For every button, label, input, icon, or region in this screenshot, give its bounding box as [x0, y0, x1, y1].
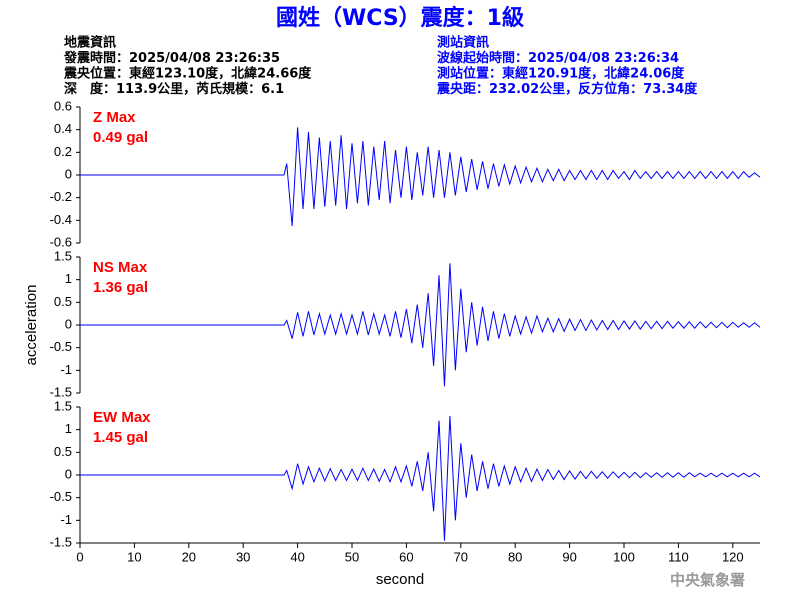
- x-tick-label: 120: [722, 549, 744, 564]
- y-tick-label: -0.4: [50, 212, 72, 227]
- y-tick-label: 1: [65, 421, 72, 436]
- y-tick-label: -0.5: [50, 339, 72, 354]
- x-tick-label: 20: [182, 549, 196, 564]
- max-annotation: 0.49 gal: [93, 129, 148, 146]
- max-annotation: EW Max: [93, 409, 151, 426]
- waveform: [80, 127, 761, 227]
- waveform: [80, 416, 761, 541]
- x-tick-label: 100: [613, 549, 635, 564]
- y-tick-label: 1.5: [54, 248, 72, 263]
- x-tick-label: 110: [668, 549, 689, 564]
- info-left: 深 度：113.9公里，芮氏規模：6.1: [64, 81, 284, 97]
- max-annotation: NS Max: [93, 259, 148, 276]
- info-left: 震央位置：東經123.10度，北緯24.66度: [63, 66, 312, 82]
- y-tick-label: 0.5: [54, 294, 72, 309]
- waveform: [80, 263, 761, 387]
- max-annotation: 1.45 gal: [93, 429, 148, 446]
- y-tick-label: 1.5: [54, 398, 72, 413]
- max-annotation: Z Max: [93, 109, 136, 126]
- y-tick-label: 0: [65, 466, 72, 481]
- y-tick-label: -0.5: [50, 489, 72, 504]
- x-tick-label: 60: [399, 549, 413, 564]
- y-tick-label: 0.2: [54, 144, 72, 159]
- x-tick-label: 40: [290, 549, 304, 564]
- x-tick-label: 80: [508, 549, 522, 564]
- x-axis-label: second: [376, 571, 424, 588]
- info-right: 波線起始時間：2025/04/08 23:26:34: [437, 50, 679, 66]
- title: 國姓（WCS）震度：1級: [276, 5, 524, 31]
- footer: 中央氣象署: [670, 571, 745, 589]
- y-tick-label: 0: [65, 316, 72, 331]
- info-right: 測站位置：東經120.91度，北緯24.06度: [437, 66, 685, 82]
- x-tick-label: 50: [345, 549, 359, 564]
- info-right: 測站資訊: [437, 35, 489, 51]
- y-tick-label: -1: [60, 362, 72, 377]
- info-left: 發震時間：2025/04/08 23:26:35: [63, 50, 280, 66]
- y-axis-label: acceleration: [23, 285, 40, 366]
- x-tick-label: 30: [236, 549, 250, 564]
- max-annotation: 1.36 gal: [93, 279, 148, 296]
- x-tick-label: 70: [454, 549, 468, 564]
- y-tick-label: 0.6: [54, 98, 72, 113]
- y-tick-label: -0.2: [50, 189, 72, 204]
- y-tick-label: -0.6: [50, 234, 72, 249]
- y-tick-label: 0.4: [54, 121, 72, 136]
- y-tick-label: 0.5: [54, 444, 72, 459]
- y-tick-label: -1: [60, 512, 72, 527]
- x-tick-label: 10: [127, 549, 141, 564]
- info-right: 震央距：232.02公里，反方位角：73.34度: [436, 81, 698, 97]
- y-tick-label: 1: [65, 271, 72, 286]
- y-tick-label: -1.5: [50, 534, 72, 549]
- y-tick-label: 0: [65, 166, 72, 181]
- info-left: 地震資訊: [64, 35, 116, 51]
- x-tick-label: 90: [562, 549, 576, 564]
- y-tick-label: -1.5: [50, 384, 72, 399]
- x-tick-label: 0: [76, 549, 83, 564]
